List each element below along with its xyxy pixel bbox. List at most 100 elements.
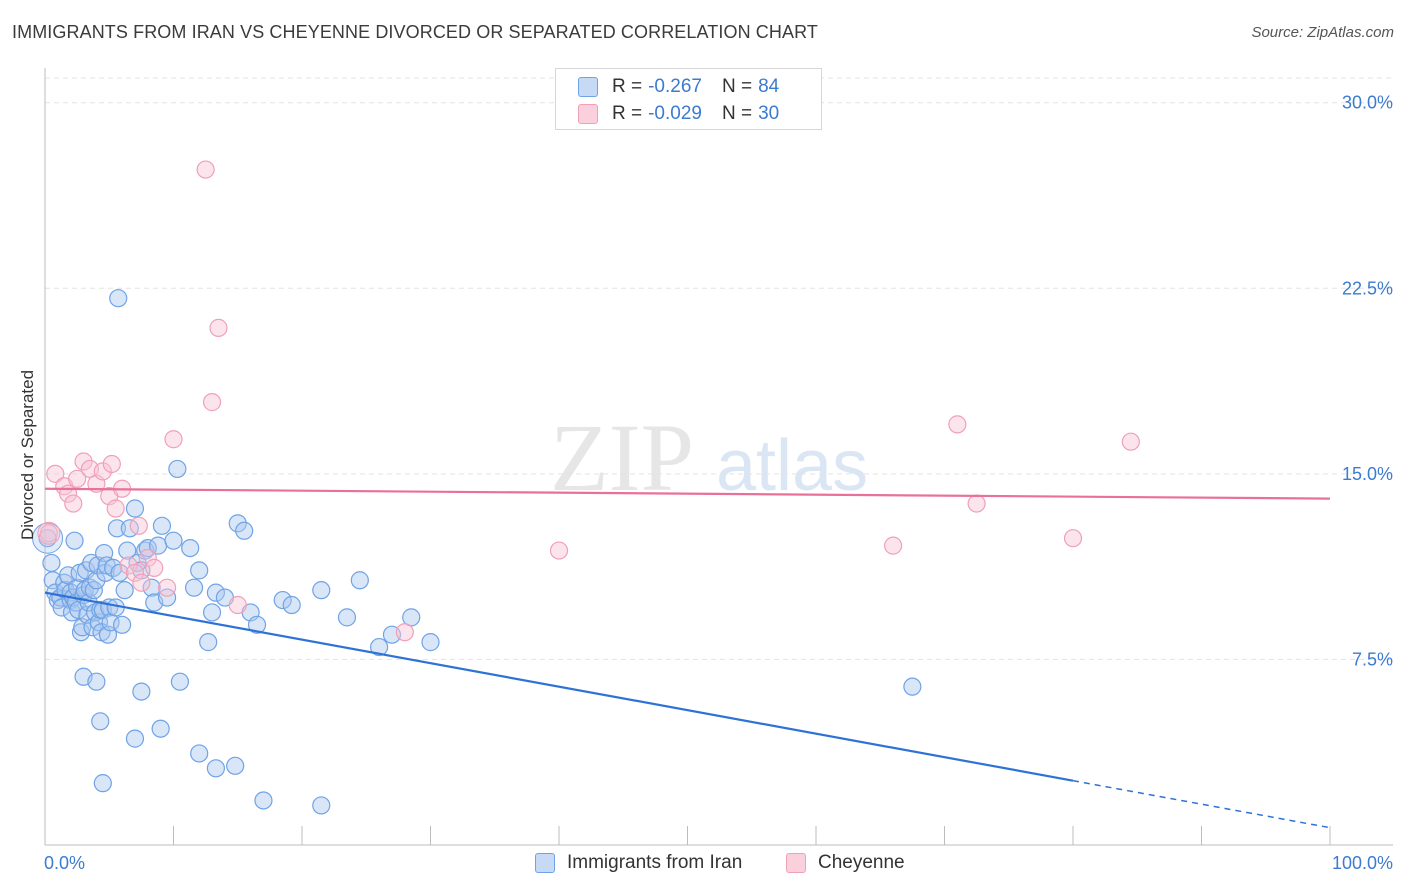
cheyenne-point (39, 524, 58, 543)
iran-point (107, 519, 127, 538)
source-credit: Source: ZipAtlas.com (1251, 24, 1394, 41)
y-tick-label: 30.0% (1342, 93, 1393, 113)
iran-point (199, 633, 218, 652)
iran-point (115, 581, 134, 600)
r-label: R = (612, 103, 643, 124)
iran-point (312, 796, 331, 815)
iran-point (247, 615, 267, 634)
iran-point (273, 590, 292, 610)
cheyenne-point (883, 536, 903, 555)
iran-point (42, 553, 61, 573)
r-value: -0.029 (648, 103, 702, 124)
n-value: 84 (758, 76, 780, 97)
y-tick-label: 22.5% (1342, 278, 1393, 298)
cheyenne-point (395, 623, 414, 642)
cheyenne-point (549, 541, 569, 560)
legend-row-iran: R = -0.267 N = 84 (578, 75, 779, 99)
iran-point (235, 521, 254, 540)
y-tick-label: 7.5% (1352, 649, 1393, 669)
legend-label-iran: Immigrants from Iran (567, 852, 743, 873)
iran-point (109, 289, 128, 308)
iran-point (87, 672, 106, 691)
iran-point (206, 583, 226, 602)
cheyenne-point (228, 595, 247, 615)
cheyenne-point (74, 452, 93, 471)
iran-point (118, 541, 137, 560)
watermark-zip: ZIP (550, 404, 694, 511)
iran-point (112, 615, 132, 634)
cheyenne-point (948, 415, 967, 434)
iran-point (312, 581, 331, 600)
iran-point (152, 516, 172, 535)
x-tick-label-max: 100.0% (1332, 853, 1393, 873)
y-tick-label: 15.0% (1342, 464, 1393, 484)
cheyenne-point (106, 499, 125, 518)
cheyenne-point (102, 454, 121, 474)
iran-point (228, 514, 247, 533)
n-label: N = (721, 103, 753, 124)
cheyenne-point (129, 516, 148, 535)
iran-point (184, 578, 204, 597)
iran-point (168, 459, 187, 479)
legend-row-cheyenne: R = -0.029 N = 30 (578, 102, 779, 126)
n-value: 30 (758, 103, 780, 124)
cheyenne-point (967, 494, 986, 513)
cheyenne-point (1121, 432, 1140, 451)
legend-swatch-pink (786, 853, 806, 873)
cheyenne-point (196, 160, 215, 179)
iran-point (181, 538, 200, 558)
series-legend: Immigrants from Iran Cheyenne (0, 852, 1406, 878)
legend-item-cheyenne[interactable]: Cheyenne (786, 852, 905, 874)
y-axis-title: Divorced or Separated (18, 370, 37, 540)
cheyenne-trend-line (44, 487, 1331, 500)
iran-point (93, 774, 112, 793)
cheyenne-point (164, 430, 183, 449)
iran-point (190, 561, 209, 580)
cheyenne-point (157, 578, 177, 597)
correlation-legend: R = -0.267 N = 84 R = -0.029 N = 30 (555, 68, 822, 130)
iran-point (226, 756, 245, 775)
iran-point (202, 603, 222, 622)
iran-point (157, 588, 177, 607)
iran-point (151, 719, 170, 738)
cheyenne-point (46, 464, 65, 483)
iran-point (59, 566, 78, 585)
iran-point (142, 578, 161, 597)
r-label: R = (612, 76, 643, 97)
cheyenne-point-large (37, 521, 61, 545)
cheyenne-point (1063, 529, 1083, 548)
x-tick-label-min: 0.0% (44, 853, 85, 873)
legend-label-cheyenne: Cheyenne (818, 852, 905, 873)
cheyenne-point (125, 563, 145, 582)
cheyenne-point (68, 469, 87, 488)
iran-point (125, 729, 145, 748)
iran-point (370, 637, 389, 657)
legend-swatch-pink (578, 104, 598, 124)
legend-swatch-blue (535, 853, 555, 873)
iran-trend-extension (1072, 779, 1331, 829)
legend-swatch-blue (578, 77, 598, 97)
cheyenne-point (202, 393, 222, 412)
cheyenne-point (209, 318, 228, 337)
iran-point (903, 677, 922, 696)
iran-point (125, 499, 145, 518)
iran-point (350, 571, 369, 590)
iran-point (132, 682, 151, 701)
iran-point (282, 595, 301, 615)
watermark-atlas: atlas (716, 426, 868, 506)
iran-point (65, 531, 84, 550)
cheyenne-point (132, 573, 151, 592)
iran-point (421, 633, 440, 652)
cheyenne-point (64, 494, 83, 513)
iran-trend-line (44, 591, 1074, 782)
iran-point (337, 608, 357, 627)
chart-title: IMMIGRANTS FROM IRAN VS CHEYENNE DIVORCE… (12, 22, 818, 42)
legend-item-iran[interactable]: Immigrants from Iran (535, 852, 742, 874)
iran-point (170, 672, 190, 691)
iran-point-large (32, 522, 64, 554)
iran-point (190, 744, 209, 763)
iran-point (254, 791, 273, 810)
cheyenne-point (145, 558, 164, 577)
iran-point (91, 712, 110, 731)
cheyenne-point (138, 548, 157, 568)
